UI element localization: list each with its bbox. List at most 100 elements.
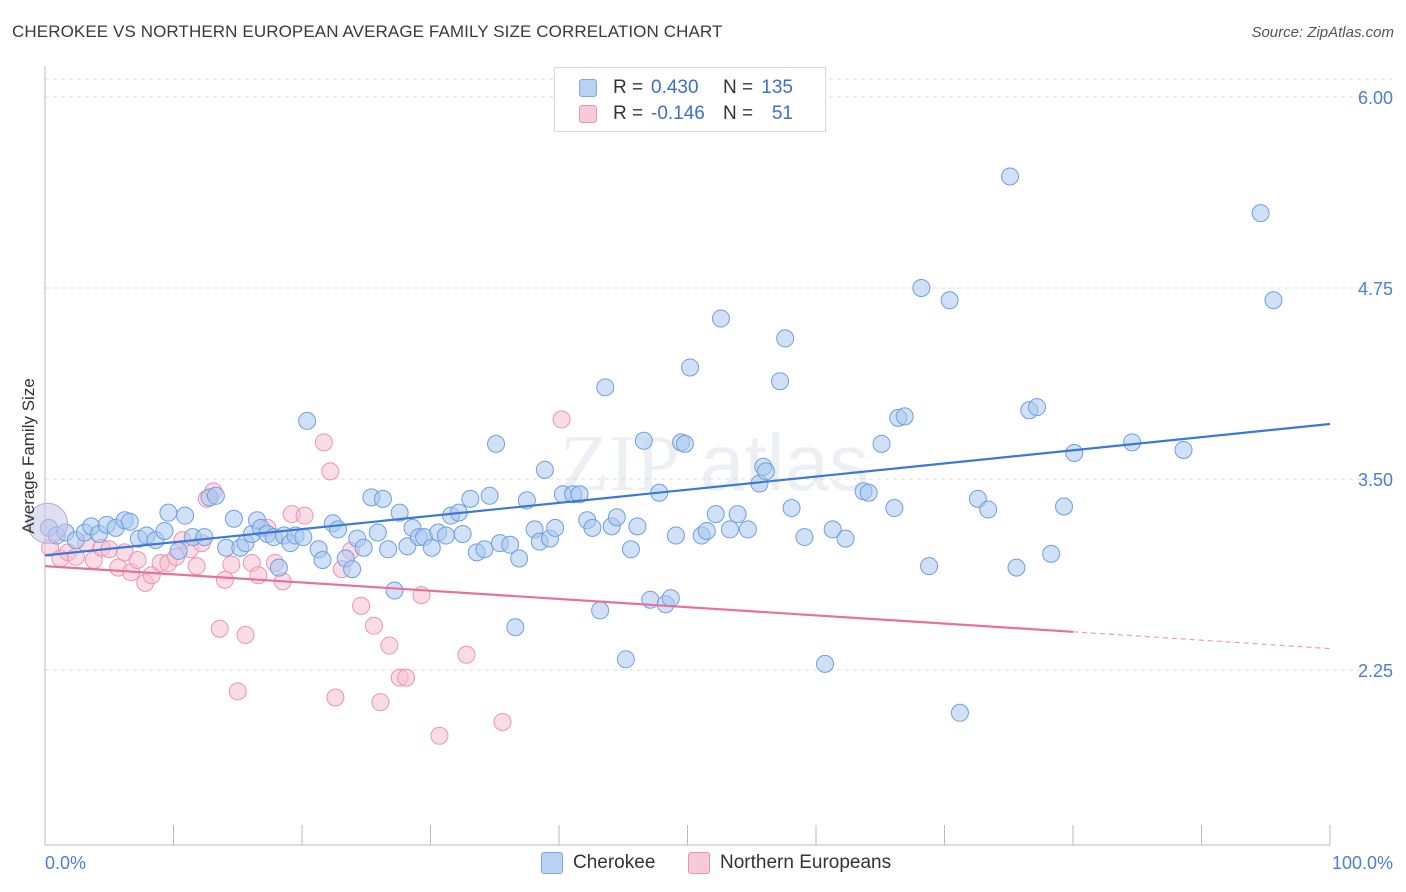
- northern-europeans-point: [364, 616, 383, 635]
- cherokee-point: [738, 520, 757, 539]
- northern-europeans-point: [128, 550, 147, 569]
- r-label: R =: [613, 77, 644, 98]
- cherokee-point: [487, 434, 506, 453]
- y-tick-label: 3.50: [1358, 470, 1393, 490]
- source-credit: Source: ZipAtlas.com: [1251, 24, 1394, 41]
- cherokee-point: [596, 378, 615, 397]
- cherokee-point: [823, 520, 842, 539]
- cherokee-point: [756, 462, 775, 481]
- pink-swatch-icon: [688, 852, 710, 874]
- cherokee-point: [1028, 398, 1047, 417]
- cherokee-point: [1251, 204, 1270, 223]
- cherokee-point: [728, 505, 747, 524]
- cherokee-point: [269, 558, 288, 577]
- cherokee-point: [298, 411, 317, 430]
- cherokee-point: [859, 483, 878, 502]
- northern-europeans-point: [430, 726, 449, 745]
- cherokee-point: [195, 528, 214, 547]
- cherokee-point: [711, 309, 730, 328]
- northern-europeans-trend-line: [44, 564, 1074, 633]
- northern-europeans-point: [371, 693, 390, 712]
- cherokee-point: [510, 549, 529, 568]
- northern-europeans-point: [326, 688, 345, 707]
- cherokee-point: [453, 525, 472, 544]
- cherokee-point: [634, 431, 653, 450]
- cherokee-point: [706, 505, 725, 524]
- cherokee-point: [328, 520, 347, 539]
- series-legend: Cherokee Northern Europeans: [0, 852, 1406, 878]
- tick-labels: 6.00 4.75 3.50 2.25 0.0% 100.0%: [45, 88, 1393, 873]
- y-axis-title: Average Family Size: [19, 378, 38, 534]
- cherokee-point: [1007, 558, 1026, 577]
- cherokee-point: [1042, 544, 1061, 563]
- northern-europeans-point: [321, 462, 340, 481]
- cherokee-point: [206, 486, 225, 505]
- cherokee-point: [771, 372, 790, 391]
- cherokee-point: [379, 540, 398, 559]
- cherokee-point: [390, 503, 409, 522]
- y-tick-label: 2.25: [1358, 661, 1393, 681]
- cherokee-point: [506, 618, 525, 637]
- northern-europeans-point: [228, 682, 247, 701]
- cherokee-point: [461, 489, 480, 508]
- n-label: N =: [723, 77, 754, 98]
- gridlines: [45, 78, 1392, 671]
- blue-swatch-icon: [579, 79, 597, 97]
- cherokee-point: [1065, 444, 1084, 463]
- r-label: R =: [613, 103, 644, 124]
- cherokee-point: [666, 526, 685, 545]
- cherokee-point: [501, 535, 520, 554]
- northern-europeans-point: [210, 619, 229, 638]
- cherokee-point: [313, 550, 332, 569]
- cherokee-point: [1264, 291, 1283, 310]
- northern-europeans-point: [249, 566, 268, 585]
- r-value: -0.146: [651, 103, 705, 124]
- legend-item-cherokee[interactable]: Cherokee: [541, 852, 655, 874]
- legend-row-cherokee: R = 0.430 N = 135: [579, 75, 793, 101]
- cherokee-point: [616, 650, 635, 669]
- cherokee-point: [570, 485, 589, 504]
- northern-europeans-point: [295, 506, 314, 525]
- cherokee-point: [782, 499, 801, 518]
- northern-europeans-point: [552, 410, 571, 429]
- r-value: 0.430: [651, 77, 699, 98]
- cherokee-point: [979, 500, 998, 519]
- trend-lines: [44, 422, 1331, 650]
- cherokee-point: [354, 538, 373, 557]
- cherokee-trend-line: [44, 422, 1331, 557]
- cherokee-point: [475, 540, 494, 559]
- cherokee-point: [795, 528, 814, 547]
- cherokee-point: [815, 654, 834, 673]
- cherokee-point: [1055, 497, 1074, 516]
- cherokee-point: [27, 502, 69, 544]
- watermark-atlas: atlas: [700, 418, 869, 507]
- northern-europeans-point: [314, 433, 333, 452]
- cherokee-point: [155, 521, 174, 540]
- cherokee-point: [535, 460, 554, 479]
- cherokee-point: [1001, 167, 1020, 186]
- cherokee-point: [661, 589, 680, 608]
- legend-item-northern-europeans[interactable]: Northern Europeans: [688, 852, 891, 874]
- cherokee-point: [1174, 440, 1193, 459]
- cherokee-point: [159, 503, 178, 522]
- n-value: 51: [771, 103, 793, 124]
- cherokee-point: [169, 541, 188, 560]
- y-tick-label: 4.75: [1358, 279, 1393, 299]
- cherokee-point: [436, 526, 455, 545]
- cherokee-point: [628, 517, 647, 536]
- legend-row-northern-europeans: R = -0.146 N = 51: [579, 101, 793, 127]
- cherokee-point: [621, 540, 640, 559]
- cherokee-point: [176, 506, 195, 525]
- cherokee-point: [872, 434, 891, 453]
- cherokee-point: [1123, 433, 1142, 452]
- cherokee-point: [422, 538, 441, 557]
- cherokee-point: [920, 557, 939, 576]
- cherokee-point: [480, 486, 499, 505]
- northern-europeans-trend-extension: [1072, 631, 1331, 650]
- n-label: N =: [723, 103, 754, 124]
- cherokee-point: [343, 560, 362, 579]
- cherokee-points: [27, 167, 1283, 722]
- northern-europeans-point: [215, 570, 234, 589]
- cherokee-point: [885, 499, 904, 518]
